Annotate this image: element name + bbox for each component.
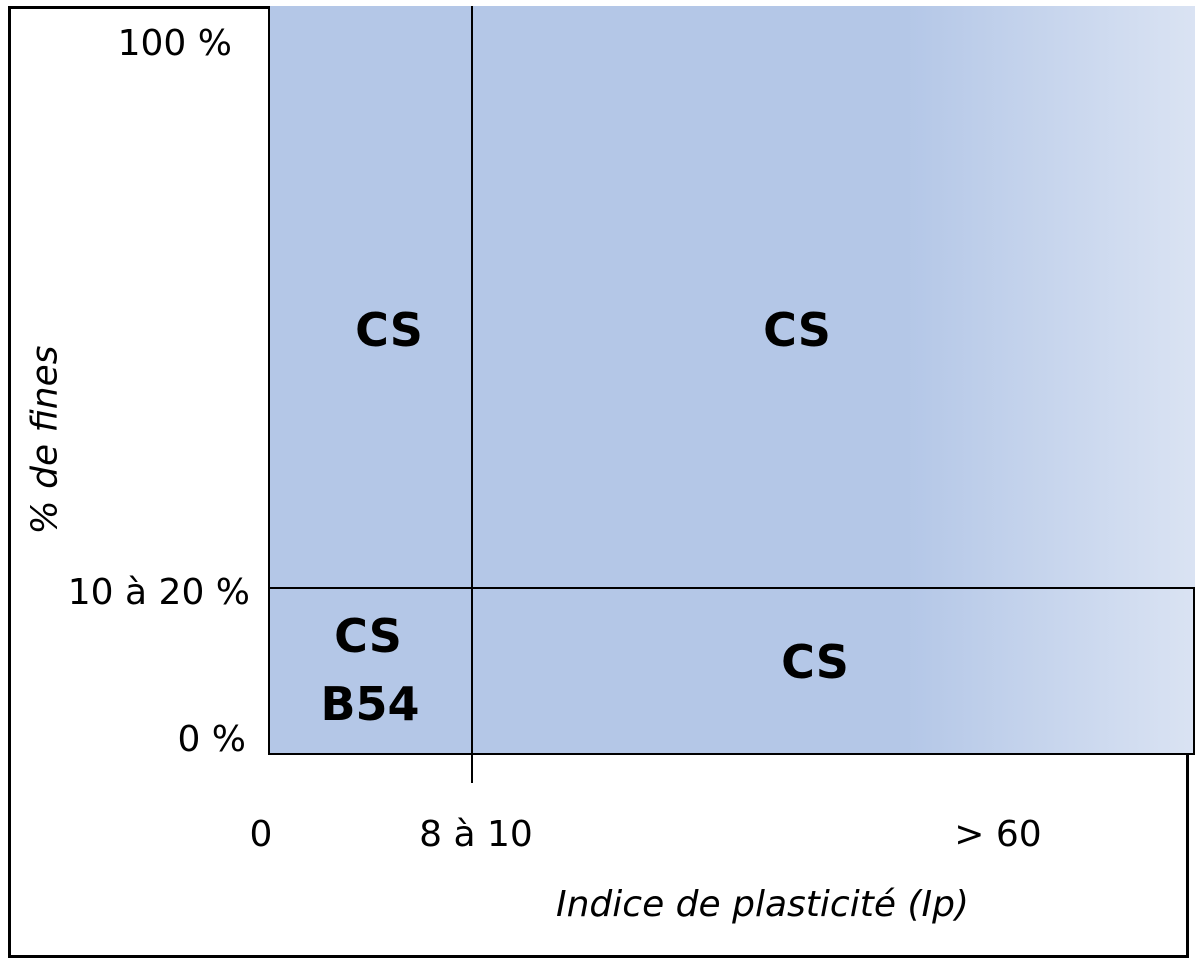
zone-label-bottom-left-1: CS: [334, 609, 402, 663]
y-tick-100: 100 %: [117, 23, 232, 64]
x-tick-0: 0: [249, 814, 273, 855]
zone-label-bottom-right: CS: [781, 635, 849, 689]
zone-label-bottom-left-2: B54: [320, 677, 420, 731]
zone-label-top-right: CS: [763, 303, 831, 357]
zone-bottom-left: [269, 588, 472, 754]
y-tick-0: 0 %: [177, 719, 246, 760]
y-tick-10-20: 10 à 20 %: [67, 572, 250, 613]
zone-label-top-left: CS: [355, 303, 423, 357]
x-axis-title: Indice de plasticité (Ip): [556, 884, 969, 925]
x-tick-60: > 60: [954, 814, 1042, 855]
zone-bottom-right: [473, 588, 1195, 754]
zone-top-left: [269, 6, 472, 587]
y-axis-title: % de fines: [24, 345, 66, 535]
zone-top-right: [473, 6, 1195, 587]
x-tick-8-10: 8 à 10: [419, 814, 533, 855]
